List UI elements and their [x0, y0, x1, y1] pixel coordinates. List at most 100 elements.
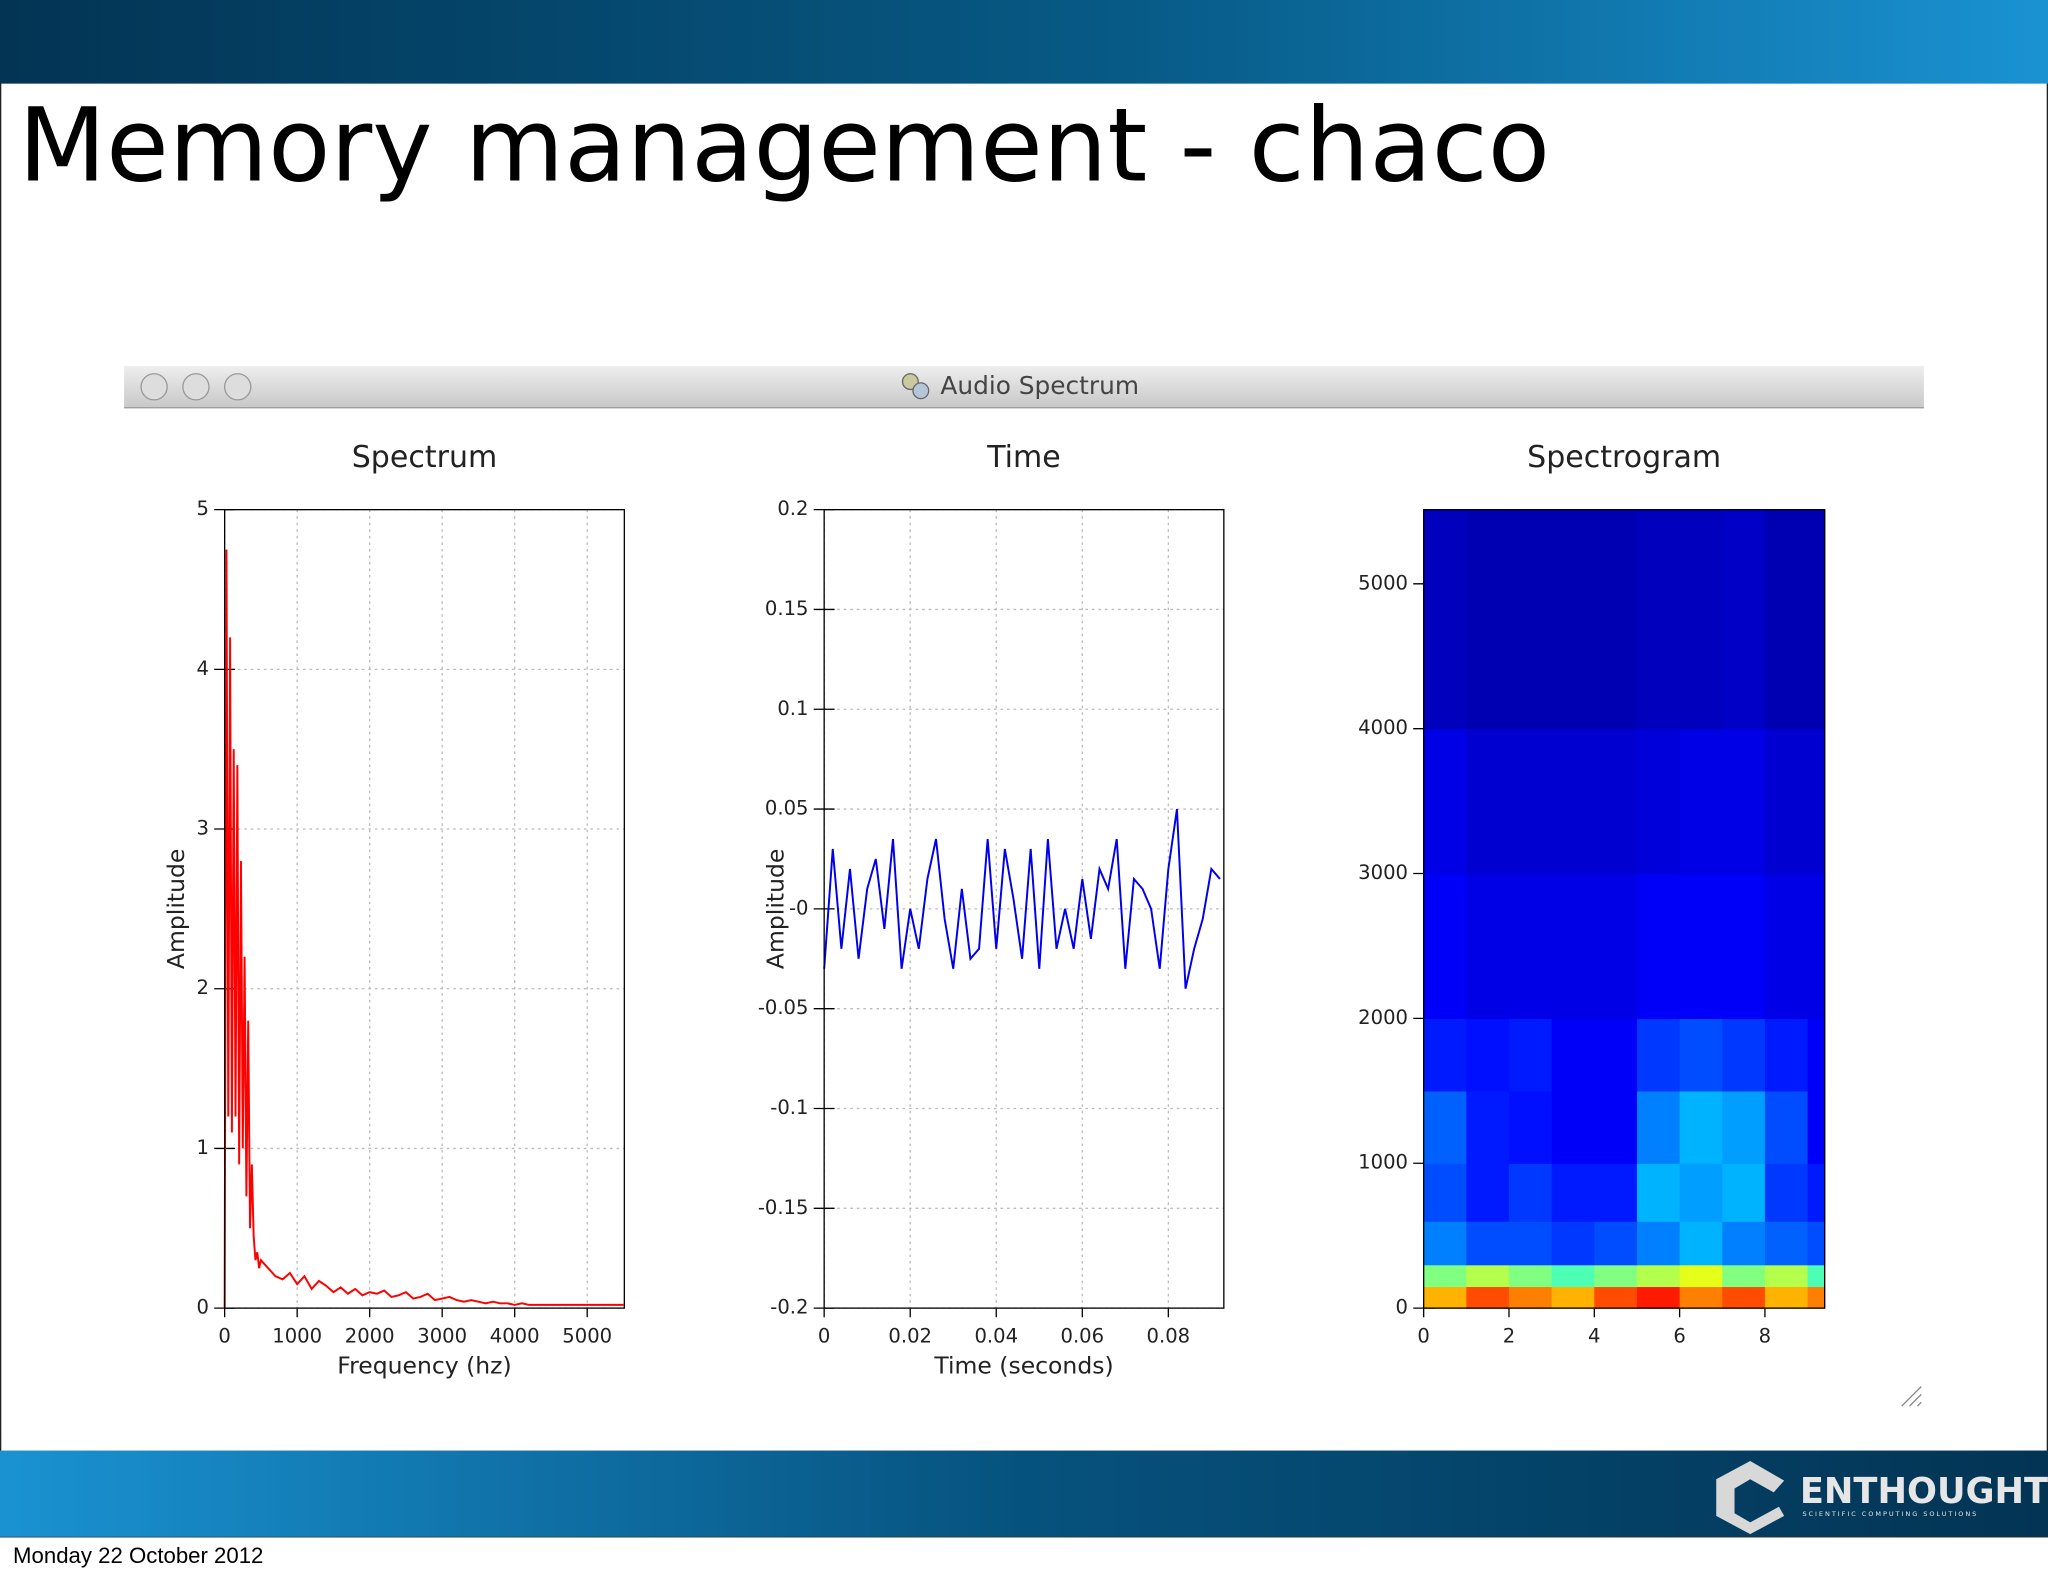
y-tick-label: 3000 — [1358, 861, 1408, 884]
heatmap-cell — [1551, 728, 1595, 875]
heatmap-cell — [1679, 1286, 1723, 1309]
chart-title: Spectrogram — [1527, 440, 1721, 475]
y-tick-label: 2 — [197, 976, 209, 999]
y-tick-label: -0 — [789, 896, 809, 919]
y-tick-label: -0.05 — [758, 996, 809, 1019]
y-tick-label: 5000 — [1358, 571, 1408, 594]
heatmap-cell — [1636, 1163, 1681, 1222]
heatmap-cell — [1594, 1264, 1638, 1288]
heatmap-cell — [1679, 873, 1723, 1020]
heatmap-cell — [1423, 728, 1467, 875]
heatmap-cell — [1764, 728, 1809, 875]
data-line — [223, 549, 624, 1309]
heatmap-cell — [1594, 1018, 1638, 1092]
y-tick-label: -0.2 — [770, 1296, 808, 1319]
heatmap-cell — [1722, 1090, 1766, 1164]
heatmap-cell — [1807, 873, 1826, 1020]
heatmap-cell — [1466, 1018, 1510, 1092]
logo-tagline: SCIENTIFIC COMPUTING SOLUTIONS — [1802, 1510, 1978, 1518]
heatmap-cell — [1807, 1221, 1826, 1266]
heatmap-cell — [1423, 873, 1467, 1020]
heatmap-cell — [1466, 1286, 1510, 1309]
heatmap-cell — [1466, 873, 1510, 1020]
heatmap-cell — [1636, 1264, 1681, 1288]
heatmap-cell — [1807, 1018, 1826, 1092]
heatmap-cell — [1636, 873, 1681, 1020]
heatmap-cell — [1722, 1264, 1766, 1288]
heatmap-cell — [1764, 1286, 1809, 1309]
x-tick-label: 4000 — [490, 1324, 540, 1347]
y-tick-label: 0 — [197, 1296, 209, 1319]
heatmap-cell — [1636, 1090, 1681, 1164]
heatmap-cell — [1722, 1286, 1766, 1309]
y-tick-label: -0.1 — [770, 1096, 808, 1119]
heatmap-cell — [1508, 728, 1553, 875]
resize-grip[interactable] — [1901, 1386, 1922, 1407]
plot-frame — [223, 508, 625, 1309]
window-title: Audio Spectrum — [940, 371, 1139, 400]
x-tick-label: 0.02 — [888, 1324, 932, 1347]
plot-frame — [1423, 508, 1826, 1309]
x-tick-label: 2 — [1503, 1324, 1515, 1347]
x-axis-label: Frequency (hz) — [337, 1351, 511, 1379]
heatmap-cell — [1807, 728, 1826, 875]
heatmap-cell — [1466, 1264, 1510, 1288]
x-tick-label: 0 — [218, 1324, 230, 1347]
heatmap-cell — [1551, 873, 1595, 1020]
heatmap-cell — [1508, 873, 1553, 1020]
x-tick-label: 2000 — [345, 1324, 395, 1347]
heatmap-cell — [1764, 1090, 1809, 1164]
heatmap-cell — [1764, 873, 1809, 1020]
x-tick-label: 6 — [1673, 1324, 1685, 1347]
heatmap-cell — [1551, 1221, 1595, 1266]
heatmap-cell — [1466, 1090, 1510, 1164]
heatmap-cell — [1722, 509, 1766, 730]
heatmap-cell — [1551, 1163, 1595, 1222]
window-close[interactable] — [140, 373, 168, 401]
heatmap-cell — [1764, 1221, 1809, 1266]
x-tick-label: 4 — [1588, 1324, 1600, 1347]
heatmap-cell — [1679, 1090, 1723, 1164]
heatmap-cell — [1722, 1221, 1766, 1266]
window-titlebar — [124, 365, 1924, 408]
window-zoom[interactable] — [223, 373, 252, 401]
x-tick-label: 0 — [818, 1324, 830, 1347]
y-tick-label: 2000 — [1358, 1006, 1408, 1029]
heatmap-cell — [1594, 509, 1638, 730]
heatmap-cell — [1423, 509, 1467, 730]
heatmap-cell — [1551, 1090, 1595, 1164]
x-tick-label: 0.06 — [1061, 1324, 1105, 1347]
heatmap-cell — [1423, 1090, 1467, 1164]
heatmap-cell — [1508, 1264, 1553, 1288]
y-tick-label: 5 — [197, 497, 209, 520]
heatmap-cell — [1423, 1163, 1467, 1222]
heatmap-cell — [1508, 1221, 1553, 1266]
heatmap-cell — [1594, 873, 1638, 1020]
window-minimize[interactable] — [182, 373, 210, 401]
heatmap-cell — [1636, 1018, 1681, 1092]
heatmap-cell — [1508, 509, 1553, 730]
heatmap-cell — [1594, 1090, 1638, 1164]
y-axis-label: Amplitude — [162, 849, 190, 969]
heatmap-cell — [1807, 509, 1826, 730]
heatmap-cell — [1508, 1286, 1553, 1309]
x-tick-label: 1000 — [272, 1324, 322, 1347]
y-tick-label: 0.05 — [765, 797, 809, 820]
heatmap-cell — [1423, 1221, 1467, 1266]
y-axis-label: Amplitude — [762, 849, 790, 969]
heatmap-cell — [1679, 1163, 1723, 1222]
y-tick-label: 0.15 — [765, 597, 809, 620]
heatmap-cell — [1423, 1264, 1467, 1288]
bottom-bar — [0, 1450, 2048, 1537]
heatmap-cell — [1466, 1163, 1510, 1222]
heatmap-cell — [1722, 873, 1766, 1020]
y-tick-label: 0.1 — [777, 697, 808, 720]
heatmap-cell — [1636, 1286, 1681, 1309]
heatmap-cell — [1508, 1163, 1553, 1222]
y-tick-label: 1 — [197, 1136, 209, 1159]
chart-title: Spectrum — [352, 440, 497, 475]
x-tick-label: 0.04 — [974, 1324, 1018, 1347]
heatmap-cell — [1764, 509, 1809, 730]
heatmap-cell — [1679, 1264, 1723, 1288]
